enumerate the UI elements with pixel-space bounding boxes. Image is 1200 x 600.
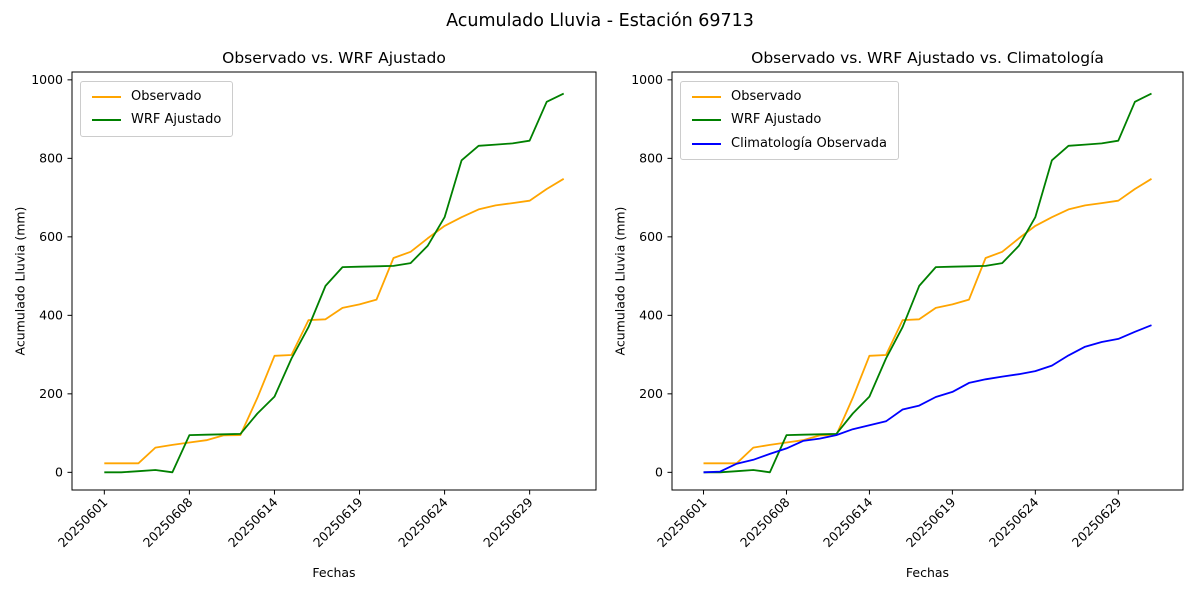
y-tick-label: 1000 [631, 72, 663, 87]
chart-1-line-climatologi-a-observada [703, 324, 1152, 474]
x-tick-label: 20250629 [1069, 494, 1125, 550]
x-tick-label: 20250624 [986, 494, 1042, 550]
legend-item-climatologi-a-observada: Climatología Observada [692, 136, 887, 152]
chart-1-spines [671, 71, 1184, 491]
chart-1-line-wrf-ajustado [703, 92, 1152, 474]
left-chart-x-axis-label: Fechas [312, 565, 356, 580]
observado-line-swatch-icon [692, 96, 721, 99]
legend-label: WRF Ajustado [731, 112, 822, 128]
x-tick-label: 20250608 [140, 494, 196, 550]
legend-item-wrf-ajustado: WRF Ajustado [692, 112, 887, 128]
y-tick-label: 400 [39, 308, 63, 323]
left-chart-y-axis-label: Acumulado Lluvia (mm) [12, 206, 28, 356]
y-tick-label: 0 [55, 465, 63, 480]
observado-line-swatch-icon [92, 96, 121, 99]
figure-title: Acumulado Lluvia - Estación 69713 [446, 11, 754, 31]
y-tick-label: 200 [39, 386, 63, 401]
legend-label: Observado [731, 89, 802, 104]
right-chart-title: Observado vs. WRF Ajustado vs. Climatolo… [751, 49, 1104, 67]
right-chart-y-axis-label: Acumulado Lluvia (mm) [612, 206, 628, 356]
legend-label: WRF Ajustado [131, 112, 222, 128]
y-tick-label: 800 [39, 151, 63, 166]
legend-label: Observado [131, 89, 202, 104]
x-tick-label: 20250601 [55, 495, 111, 551]
wrf-ajustado-line-swatch-icon [92, 119, 121, 122]
y-tick-label: 400 [639, 308, 663, 323]
y-tick-label: 600 [39, 229, 63, 244]
x-tick-label: 20250624 [395, 494, 451, 550]
x-tick-label: 20250619 [310, 494, 366, 550]
wrf-ajustado-line-swatch-icon [692, 119, 721, 122]
x-tick-label: 20250619 [903, 494, 959, 550]
y-tick-label: 0 [655, 465, 663, 480]
left-chart-title: Observado vs. WRF Ajustado [222, 49, 446, 67]
left-chart-legend: Observado WRF Ajustado [80, 81, 234, 137]
y-tick-label: 1000 [31, 72, 63, 87]
x-tick-label: 20250614 [225, 494, 281, 550]
chart-0-series [104, 92, 565, 474]
right-chart-x-axis-label: Fechas [905, 565, 950, 580]
x-tick-label: 20250614 [820, 494, 876, 550]
chart-0-line-wrf-ajustado [104, 92, 565, 474]
chart-0-line-observado [104, 178, 565, 465]
x-tick-label: 20250629 [480, 494, 536, 550]
chart-0-spines [71, 71, 597, 491]
x-tick-label: 20250608 [737, 494, 793, 550]
legend-item-observado: Observado [692, 89, 887, 105]
legend-label: Climatología Observada [731, 135, 887, 151]
x-tick-label: 20250601 [654, 495, 710, 551]
chart-1-series [703, 92, 1152, 474]
right-chart-legend: Observado WRF Ajustado Climatología Observ… [680, 81, 899, 160]
legend-item-observado: Observado [92, 89, 221, 105]
y-tick-label: 600 [639, 229, 663, 244]
chart-1-line-observado [703, 178, 1152, 465]
y-tick-label: 200 [639, 386, 663, 401]
climatologi-a-observada-line-swatch-icon [692, 142, 721, 145]
legend-item-wrf-ajustado: WRF Ajustado [92, 112, 221, 128]
y-tick-label: 800 [639, 151, 663, 166]
